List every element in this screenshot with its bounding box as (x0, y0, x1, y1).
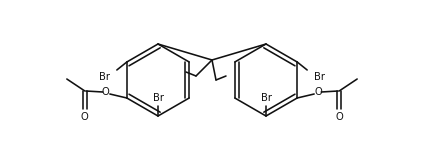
Text: Br: Br (314, 72, 325, 82)
Text: Br: Br (99, 72, 110, 82)
Text: O: O (81, 112, 89, 122)
Text: O: O (102, 87, 110, 97)
Text: Br: Br (260, 93, 271, 103)
Text: Br: Br (153, 93, 164, 103)
Text: O: O (335, 112, 343, 122)
Text: O: O (314, 87, 322, 97)
